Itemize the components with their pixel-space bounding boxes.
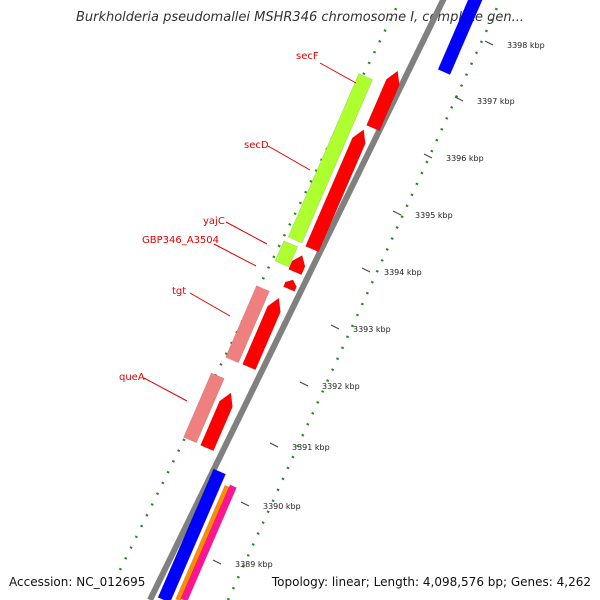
- gene-leader-line: [225, 221, 268, 245]
- gene-yajC-bar: [274, 240, 299, 268]
- gene-leader-line: [319, 62, 357, 84]
- genome-summary-text: Topology: linear; Length: 4,098,576 bp; …: [271, 575, 591, 589]
- ruler-label: 3393 kbp: [353, 325, 391, 334]
- blue-feature-bottom: [157, 468, 226, 600]
- gene-label-yajc: yajC: [203, 216, 225, 227]
- ruler-tick: [212, 559, 222, 565]
- gene-red-4: [283, 279, 297, 292]
- ruler-tick: [240, 501, 250, 507]
- ruler-label: 3391 kbp: [292, 443, 330, 452]
- ruler-label: 3395 kbp: [415, 211, 453, 220]
- ruler-tick: [269, 442, 279, 448]
- gene-leader-line: [267, 145, 311, 171]
- ruler-label: 3390 kbp: [263, 502, 301, 511]
- gene-queA-bar: [183, 372, 225, 444]
- gene-leader-line: [213, 243, 257, 267]
- ruler-label: 3397 kbp: [477, 97, 515, 106]
- gene-label-gbp346_a3504: GBP346_A3504: [142, 235, 219, 246]
- accession-text: Accession: NC_012695: [9, 575, 146, 589]
- ruler-label: 3389 kbp: [235, 560, 273, 569]
- gene-red-2: [305, 129, 366, 253]
- gene-secF-secD-bar: [287, 73, 373, 244]
- map-title: Burkholderia pseudomallei MSHR346 chromo…: [75, 10, 525, 25]
- ruler-tick: [392, 210, 402, 216]
- ruler-label: 3394 kbp: [384, 268, 422, 277]
- gene-leader-line: [143, 377, 188, 402]
- gene-leader-line: [189, 292, 231, 317]
- gene-red-5: [242, 297, 281, 371]
- magenta-feature: [180, 484, 237, 600]
- gene-red-6: [200, 392, 233, 452]
- ruler-tick: [361, 267, 371, 273]
- ruler-tick: [423, 153, 433, 159]
- gene-red-3: [288, 255, 306, 276]
- ruler-tick: [484, 40, 494, 46]
- ruler-tick: [330, 324, 340, 330]
- gene-label-secf: secF: [296, 51, 319, 62]
- ruler-label: 3396 kbp: [446, 154, 484, 163]
- gene-red-1: [366, 70, 400, 132]
- ruler-label: 3392 kbp: [322, 382, 360, 391]
- ruler-label: 3398 kbp: [507, 41, 545, 50]
- gene-tgt-bar: [225, 285, 270, 364]
- genome-backbone: [147, 0, 447, 600]
- blue-feature-top: [437, 0, 483, 75]
- gene-label-quea: queA: [119, 372, 145, 383]
- gene-label-tgt: tgt: [172, 286, 186, 297]
- gene-label-secd: secD: [244, 140, 269, 151]
- ruler-tick: [299, 381, 309, 387]
- ruler-tick: [454, 96, 464, 102]
